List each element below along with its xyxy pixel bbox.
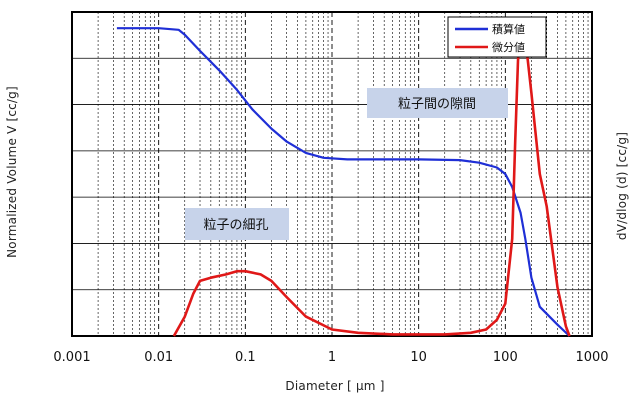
y-axis-left-label: Normalized Volume V [cc/g]	[5, 86, 19, 258]
horizontal-grid	[72, 57, 592, 291]
x-tick-labels: 0.001 0.01 0.1 1 10 100 1000	[53, 350, 608, 365]
annotation-text: 粒子の細孔	[203, 218, 268, 233]
x-tick-label: 100	[493, 350, 518, 365]
annotation-pores: 粒子の細孔	[185, 208, 289, 240]
annotation-interparticle: 粒子間の隙間	[367, 88, 508, 118]
legend-box	[447, 16, 547, 58]
x-tick-label: 0.1	[235, 350, 256, 365]
legend: 積算値 微分値	[447, 16, 547, 58]
annotation-text: 粒子間の隙間	[398, 97, 476, 112]
plot-frame	[71, 11, 593, 337]
x-tick-label: 10	[410, 350, 427, 365]
x-tick-label: 1000	[575, 350, 608, 365]
annotation-box	[185, 208, 289, 240]
vertical-grid	[97, 12, 589, 336]
legend-label-differential: 微分値	[492, 40, 525, 54]
annotation-box	[367, 88, 508, 118]
series-line-cumulative	[116, 27, 571, 337]
x-tick-label: 0.001	[53, 350, 90, 365]
legend-label-cumulative: 積算値	[492, 22, 525, 36]
x-tick-label: 0.01	[144, 350, 173, 365]
x-tick-label: 1	[328, 350, 336, 365]
x-axis-label: Diameter [ μm ]	[285, 379, 384, 393]
y-axis-right-label: dV/dlog (d) [cc/g]	[615, 132, 629, 240]
series-line-differential	[172, 26, 571, 337]
